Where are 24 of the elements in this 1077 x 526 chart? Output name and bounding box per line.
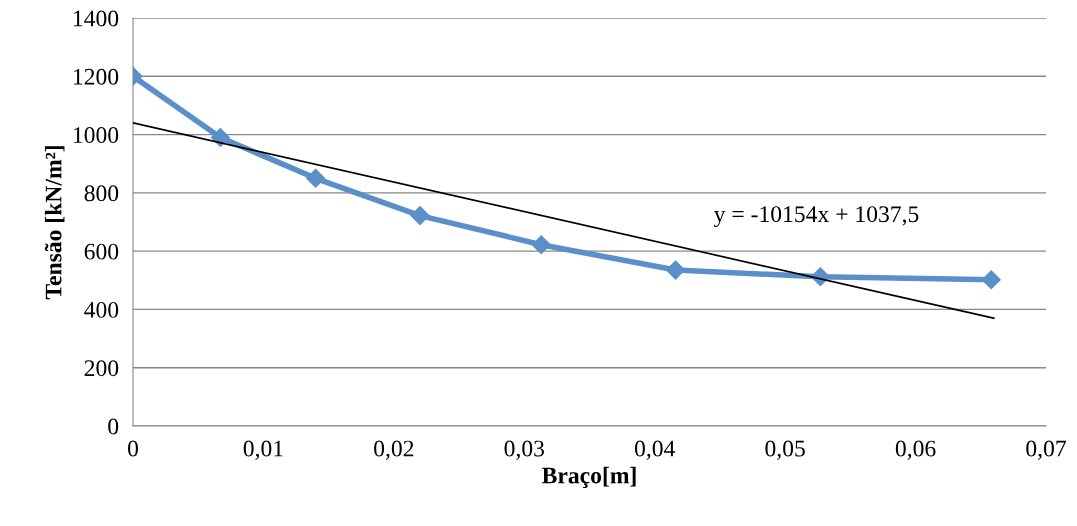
y-tick-label: 400 bbox=[84, 301, 119, 318]
y-tick-label: 800 bbox=[84, 185, 119, 202]
y-tick-label: 1000 bbox=[73, 127, 119, 143]
y-tick-label: 1400 bbox=[73, 10, 119, 27]
x-axis-title: Braço[m] bbox=[542, 466, 636, 489]
x-tick-label: 0 bbox=[128, 440, 138, 457]
y-tick-label: 1200 bbox=[73, 68, 119, 85]
x-tick-label: 0,07 bbox=[1026, 440, 1066, 460]
point bbox=[666, 260, 686, 280]
y-tick-label: 0 bbox=[108, 418, 119, 435]
x-tick-label: 0,05 bbox=[765, 440, 805, 460]
x-tick-label: 0,02 bbox=[374, 440, 414, 460]
x-tick-label: 0,01 bbox=[243, 440, 283, 460]
point bbox=[306, 168, 326, 188]
y-axis-title: Tensão [kN/m²] bbox=[44, 146, 65, 300]
x-tick-label: 0,06 bbox=[895, 440, 936, 460]
y-tick-label: 600 bbox=[84, 243, 119, 260]
annotation: y = -10154x + 1037,5 bbox=[713, 206, 919, 227]
x-tick-label: 0,04 bbox=[634, 440, 676, 460]
point bbox=[410, 206, 430, 226]
point bbox=[981, 270, 1001, 290]
y-tick-label: 200 bbox=[84, 360, 119, 377]
x-tick-label: 0,03 bbox=[504, 440, 545, 460]
point bbox=[531, 235, 551, 255]
